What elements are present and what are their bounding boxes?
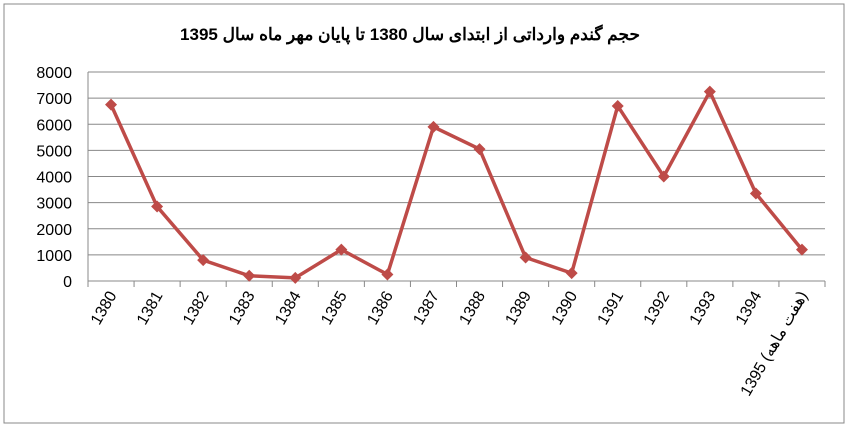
y-tick-label: 6000 (36, 117, 72, 134)
data-point (335, 243, 348, 256)
y-tick-label: 1000 (36, 248, 72, 265)
data-point (381, 268, 394, 281)
chart-title: حجم گندم وارداتی از ابتدای سال 1380 تا پ… (180, 24, 640, 45)
data-point (519, 251, 532, 264)
data-point (197, 254, 210, 267)
data-point (473, 143, 486, 156)
y-tick-label: 3000 (36, 196, 72, 213)
data-point (105, 98, 118, 111)
y-tick-label: 0 (63, 274, 72, 291)
data-point (749, 187, 762, 200)
data-point (151, 200, 164, 213)
series-line (109, 87, 804, 280)
chart-frame (3, 3, 845, 424)
y-tick-label: 7000 (36, 91, 72, 108)
data-point (795, 243, 808, 256)
data-point (703, 85, 716, 98)
y-tick-label: 8000 (36, 65, 72, 82)
data-point (289, 271, 302, 284)
data-point (427, 120, 440, 133)
data-point (657, 170, 670, 183)
data-point (611, 99, 624, 112)
data-point (565, 267, 578, 280)
y-tick-label: 2000 (36, 222, 72, 239)
y-tick-label: 4000 (36, 170, 72, 187)
y-tick-label: 5000 (36, 143, 72, 160)
data-point (243, 269, 256, 282)
